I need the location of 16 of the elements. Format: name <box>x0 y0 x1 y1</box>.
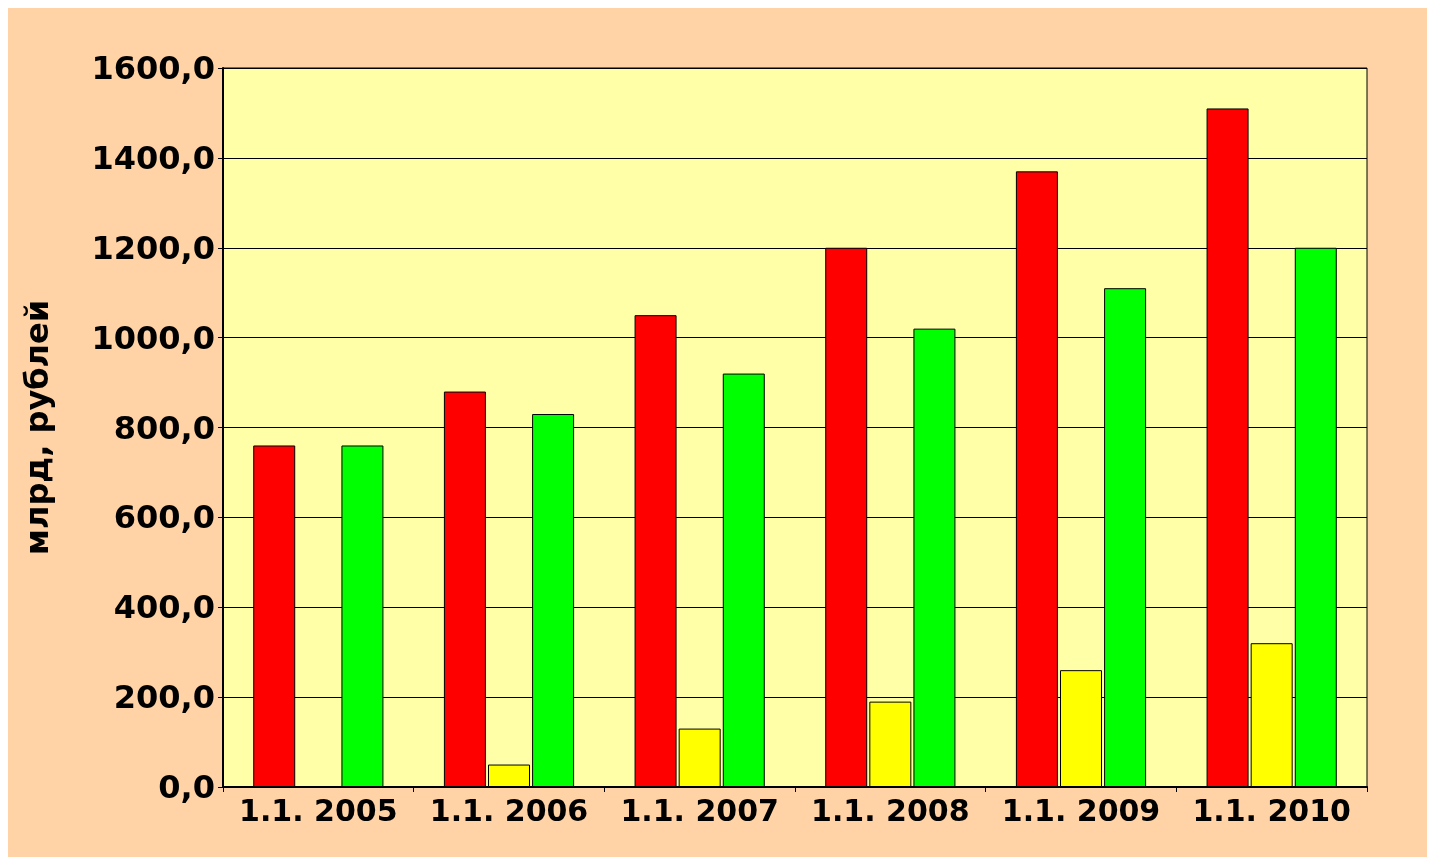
y-tick-label: 1400,0 <box>91 138 215 177</box>
y-tick-label: 1200,0 <box>91 228 215 267</box>
x-tick-label: 1.1. 2006 <box>429 792 589 828</box>
x-tick-label: 1.1. 2008 <box>811 792 970 828</box>
y-tick-label: 1000,0 <box>91 318 215 357</box>
y-tick-label: 800,0 <box>113 408 215 447</box>
y-axis-title: млрд, рублей <box>18 299 56 556</box>
x-tick-label: 1.1. 2007 <box>620 792 779 828</box>
y-tick-label: 400,0 <box>113 588 215 627</box>
x-tick-label: 1.1. 2010 <box>1192 792 1351 828</box>
y-tick-label: 1600,0 <box>91 49 215 87</box>
y-tick-label: 0,0 <box>158 768 215 806</box>
y-tick-label: 200,0 <box>113 678 215 717</box>
y-tick-label: 600,0 <box>113 498 215 537</box>
x-tick-label: 1.1. 2009 <box>1001 792 1161 828</box>
x-tick-label: 1.1. 2005 <box>239 792 398 828</box>
